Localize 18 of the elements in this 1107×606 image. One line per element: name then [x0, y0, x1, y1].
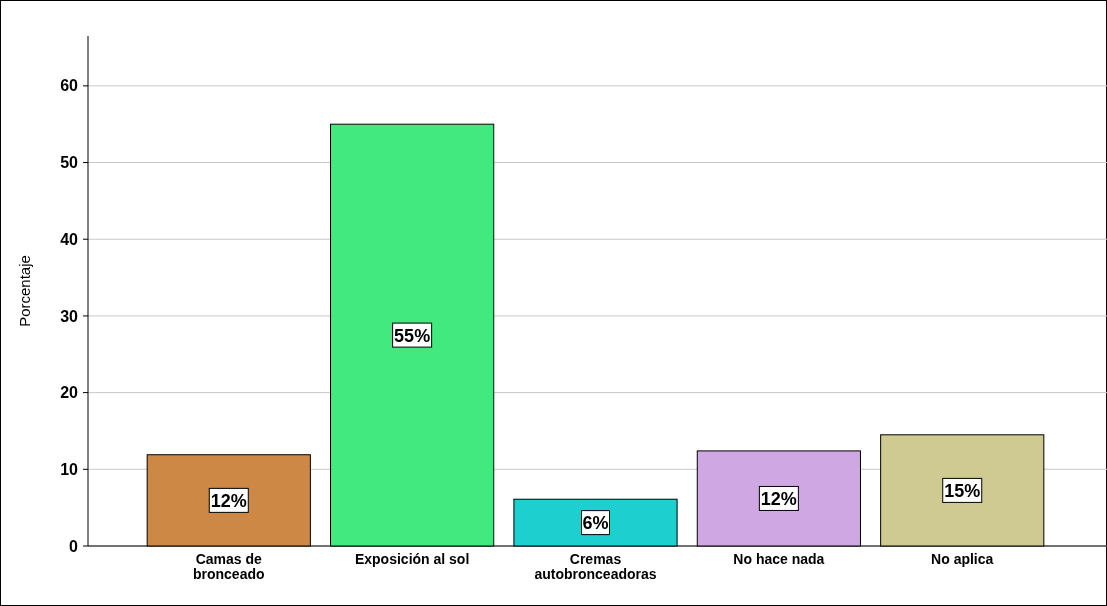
y-tick-label: 30	[60, 307, 79, 325]
data-label: 12%	[210, 490, 247, 511]
x-tick-label: No aplica	[931, 551, 994, 567]
x-tick-label: Exposición al sol	[354, 551, 470, 567]
x-tick-label: Cremas autobronceadoras	[534, 551, 657, 582]
data-label: 15%	[944, 480, 981, 501]
x-tick-label: Camas de bronceado	[192, 551, 265, 582]
y-tick-label: 20	[60, 384, 79, 402]
y-tick-label: 10	[60, 460, 79, 478]
y-tick-label: 50	[60, 154, 79, 172]
x-tick-label: No hace nada	[733, 551, 825, 567]
data-label: 55%	[394, 325, 431, 346]
y-tick-label: 60	[60, 77, 79, 95]
y-axis-title: Porcentaje	[16, 255, 33, 327]
data-label: 6%	[582, 513, 609, 534]
y-tick-label: 40	[60, 230, 79, 248]
data-label: 12%	[760, 488, 797, 509]
y-tick-label: 0	[69, 537, 79, 555]
